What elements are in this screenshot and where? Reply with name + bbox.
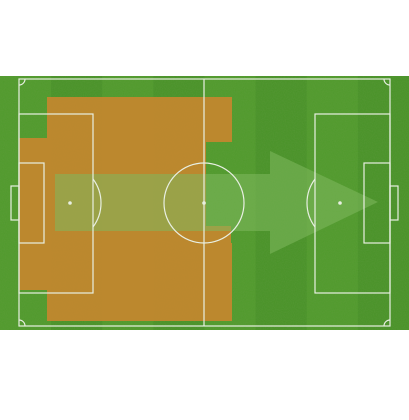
center-spot bbox=[202, 201, 206, 205]
right-penalty-spot bbox=[338, 201, 342, 205]
right-penalty-arc bbox=[306, 178, 316, 228]
corner-arc-top-left bbox=[18, 78, 26, 86]
football-pitch-diagram bbox=[0, 76, 409, 330]
right-arrow-icon bbox=[55, 151, 378, 254]
right-goal bbox=[389, 185, 399, 221]
left-penalty-arc bbox=[92, 178, 102, 228]
center-circle bbox=[163, 162, 245, 244]
corner-arc-bottom-right bbox=[383, 319, 391, 327]
left-goal bbox=[10, 185, 20, 221]
corner-arc-top-right bbox=[383, 78, 391, 86]
corner-arc-bottom-left bbox=[18, 319, 26, 327]
pitch-svg bbox=[0, 76, 409, 330]
left-penalty-spot bbox=[68, 201, 72, 205]
pitch-lines bbox=[10, 78, 399, 327]
